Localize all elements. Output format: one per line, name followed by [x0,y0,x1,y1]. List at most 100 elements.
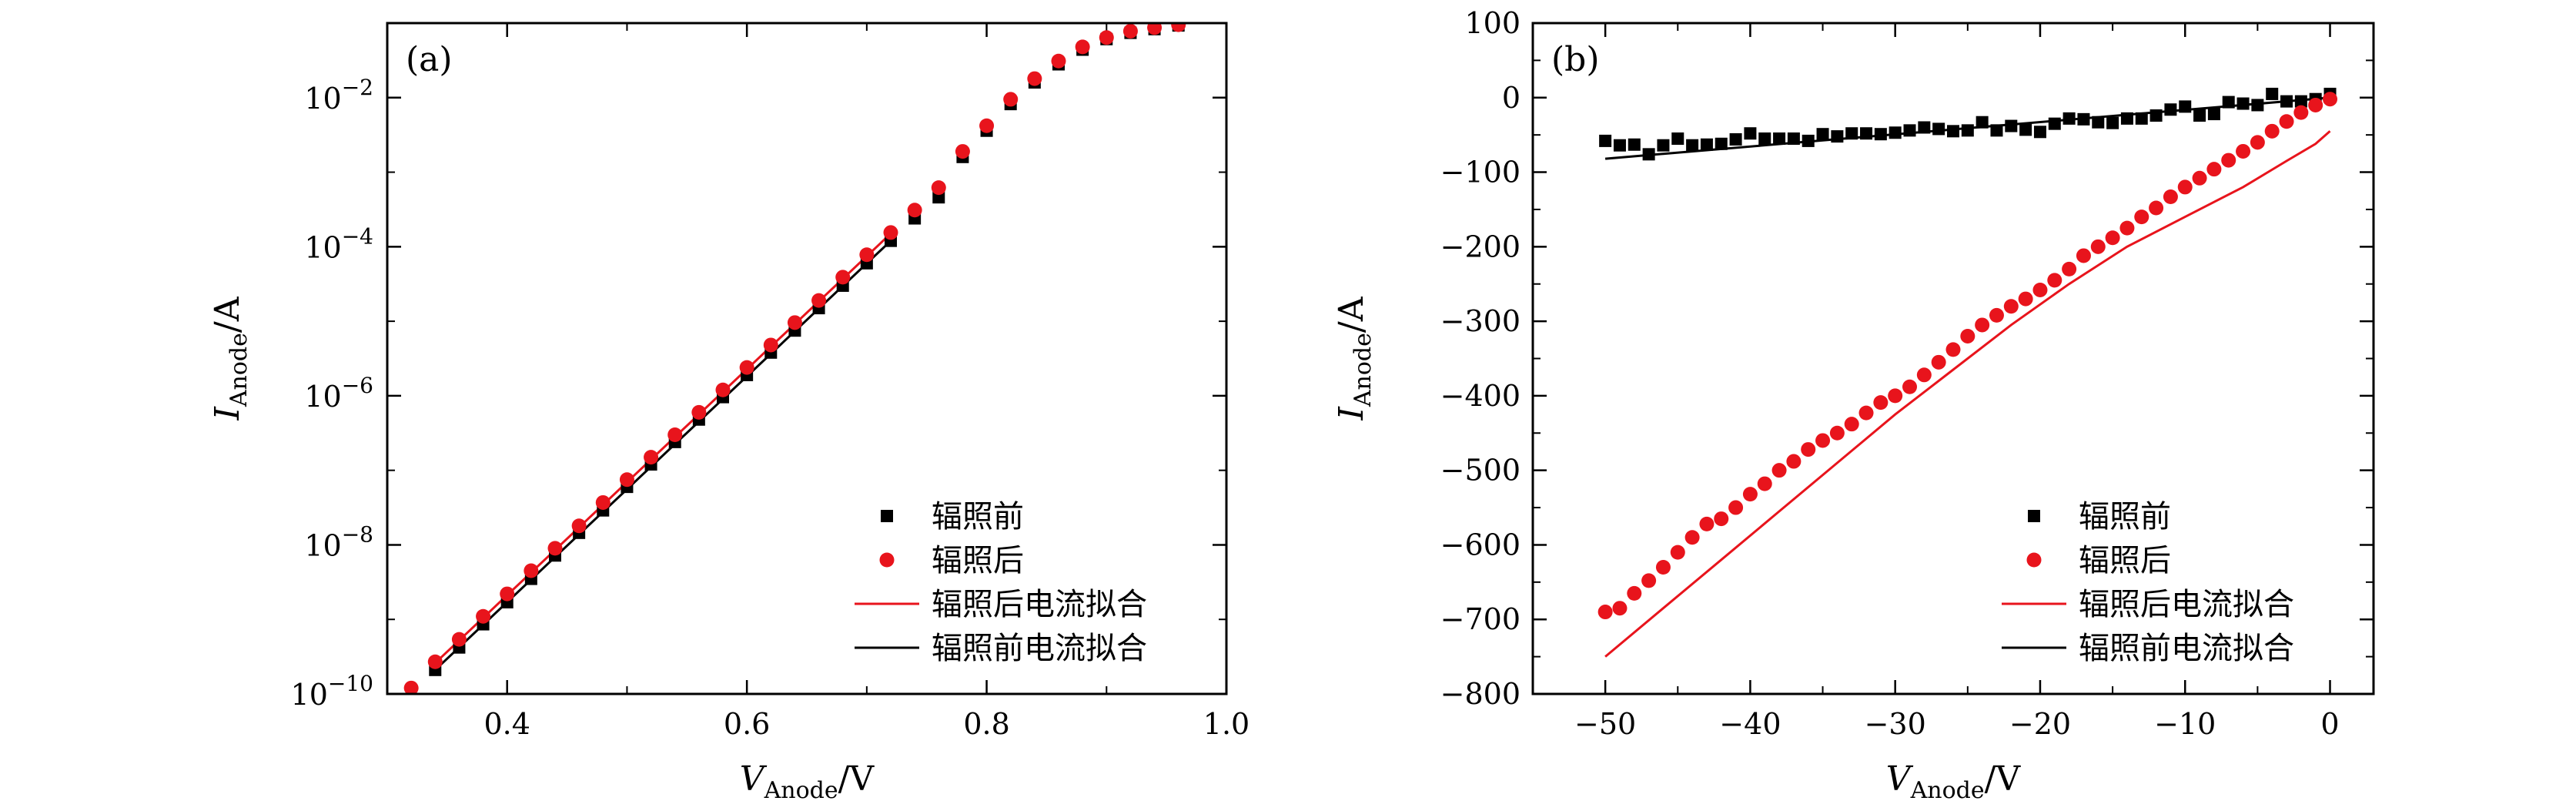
data-point-circle [2090,239,2106,254]
data-point-circle [2003,299,2019,314]
x-tick-label: 0.6 [724,707,770,741]
data-point-circle [1815,433,1831,448]
data-point-circle [931,180,946,196]
data-point-square [2062,112,2076,125]
data-point-circle [1873,395,1889,411]
data-point-circle [2293,105,2309,120]
legend-label: 辐照前 [2079,499,2171,535]
x-tick-label: 0.8 [963,707,1009,741]
data-point-circle [2177,179,2193,195]
x-tick-label: −50 [1574,707,1636,741]
data-point-circle [1829,425,1845,441]
data-point-square [1599,134,1612,147]
data-point-circle [1728,500,1744,515]
y-tick-exponent: −10 [328,671,373,696]
y-tick-label: −600 [1440,528,1521,561]
data-point-circle [1931,354,1946,370]
data-point-circle [1714,511,1729,527]
axis-title-unit: /V [838,759,875,799]
data-point-circle [2105,230,2120,246]
y-tick-label: −400 [1440,379,1521,413]
data-point-circle [1771,463,1787,478]
data-point-circle [1858,405,1874,421]
data-point-circle [595,494,611,510]
data-point-square [2019,123,2032,136]
data-point-circle [979,118,995,133]
legend-label: 辐照后 [2079,543,2171,578]
data-point-circle [883,225,898,240]
data-point-circle [667,427,683,442]
data-point-circle [2192,170,2207,186]
y-axis-title: IAnode/A [208,296,253,421]
data-point-square [1802,134,1815,147]
x-tick-label: 0.4 [483,707,530,741]
data-point-circle [1902,379,1918,394]
data-point-square [2280,95,2293,108]
y-tick-base: 10 [291,678,328,712]
axis-title-subscript: Anode [226,333,253,407]
legend-label: 辐照前电流拟合 [932,631,1147,666]
data-point-square [2120,112,2133,125]
data-point-square [1758,132,1771,146]
data-point-circle [2236,143,2251,159]
y-tick-exponent: −2 [342,75,373,100]
data-point-circle [2308,97,2323,112]
data-point-circle [1051,53,1066,69]
plot-frame [1531,22,2375,695]
data-point-square [1831,130,1844,143]
fit-line-2 [1604,130,2331,658]
x-tick-label: −40 [1719,707,1781,741]
data-point-square [2005,119,2018,132]
data-point-circle [1099,30,1114,45]
data-point-circle [715,382,731,397]
y-axis-title: IAnode/A [1332,296,1377,421]
axis-title-variable: V [1886,759,1914,799]
data-point-circle [835,270,851,285]
data-point-square [2266,87,2279,100]
data-point-circle [2163,189,2178,204]
axis-title-subscript: Anode [764,777,838,804]
data-point-square [2294,95,2307,108]
x-tick-label: −20 [2009,707,2071,741]
data-point-circle [2119,220,2135,236]
legend-symbol-circle [879,552,895,568]
data-point-square [2222,96,2235,109]
data-point-square [1628,138,1641,151]
legend-label: 辐照后电流拟合 [2079,587,2294,622]
data-point-circle [1655,559,1671,575]
data-point-square [2033,126,2046,139]
data-point-circle [547,541,563,556]
x-tick-label: −10 [2154,707,2216,741]
data-point-square [1642,148,1655,161]
data-point-circle [2221,152,2236,168]
data-point-square [1715,137,1728,150]
data-point-square [1903,124,1916,137]
data-point-circle [2134,209,2149,225]
data-point-circle [1757,476,1772,491]
data-point-square [1686,139,1699,152]
data-point-square [1860,127,1873,140]
data-point-circle [955,144,970,159]
y-tick-base: 10 [304,82,341,116]
plot-area [403,23,1186,694]
data-point-square [1961,124,1974,137]
y-tick-label: −200 [1440,230,1521,263]
data-point-circle [1786,454,1802,469]
data-point-square [1700,138,1713,151]
data-point-circle [1684,530,1700,545]
data-point-square [1932,122,1945,136]
axis-title-subscript: Anode [1910,777,1985,804]
data-point-circle [2062,261,2077,276]
data-point-circle [619,472,634,488]
data-point-square [1889,126,1902,139]
data-point-square [2164,103,2177,116]
data-point-square [2106,116,2119,129]
data-point-circle [2018,291,2033,307]
legend-label: 辐照后电流拟合 [932,587,1147,622]
data-point-circle [1699,516,1715,531]
panel-b-chart: 1000−100−200−300−400−500−600−700−800−50−… [1332,6,2375,804]
y-tick-label: 10−6 [304,373,373,414]
